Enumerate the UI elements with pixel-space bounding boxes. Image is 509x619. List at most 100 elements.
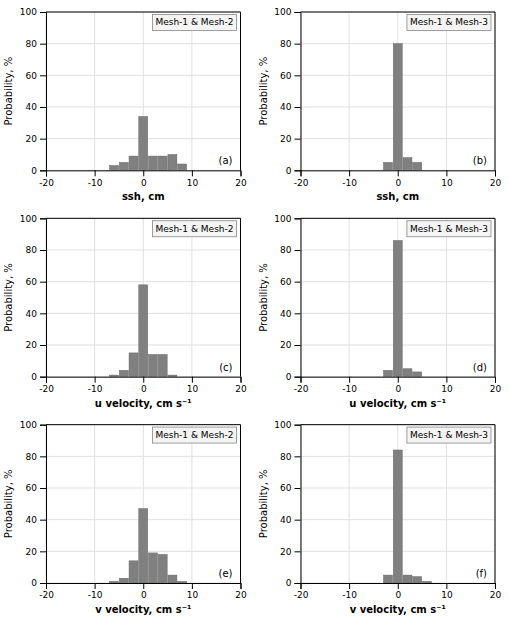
axis: -20-1001020: [39, 170, 247, 187]
tick-mark: [40, 75, 46, 76]
annotation-frame: [152, 427, 236, 443]
bar: [129, 561, 138, 583]
tick-label: -20: [294, 590, 309, 600]
grid-line: [349, 12, 350, 170]
tick: 40: [26, 309, 46, 319]
tick: 0: [395, 377, 401, 394]
tick-label: 100: [274, 214, 291, 224]
bar: [149, 553, 158, 583]
axis-line: [295, 13, 302, 171]
grid-line: [446, 425, 447, 583]
grid-line: [46, 456, 241, 457]
grid-line: [240, 12, 241, 170]
tick: 20: [26, 340, 46, 350]
frame-line: [495, 425, 496, 583]
tick: -10: [88, 170, 103, 187]
tick-label: 60: [26, 483, 38, 493]
bar: [393, 241, 402, 377]
grid: [301, 218, 496, 376]
axis: -20-1001020: [294, 583, 502, 600]
tick-label: 60: [26, 71, 38, 81]
axis: -20-1001020: [294, 170, 502, 187]
bar: [422, 581, 431, 583]
tick-label: 40: [26, 102, 38, 112]
tick: 100: [20, 420, 46, 430]
tick-label: 0: [286, 578, 292, 588]
tick: 60: [26, 71, 46, 81]
tick-label: 80: [280, 245, 292, 255]
tick: 80: [280, 245, 300, 255]
tick-mark: [295, 107, 301, 108]
tick: 80: [26, 245, 46, 255]
y-axis-title: Probability, %: [258, 263, 269, 332]
tick-label: 20: [26, 134, 38, 144]
axis: -20-1001020: [294, 377, 502, 394]
axis-line: [47, 377, 242, 383]
x-axis-title: u velocity, cm s⁻¹: [349, 398, 446, 409]
tick-mark: [40, 425, 46, 426]
tick-mark: [295, 551, 301, 552]
grid-line: [46, 75, 241, 76]
panel: -20-1001020020406080100v velocity, cm s⁻…: [258, 420, 502, 615]
tick-mark: [295, 488, 301, 489]
bar: [168, 375, 177, 377]
tick: -20: [294, 170, 309, 187]
tick-label: 10: [187, 384, 199, 394]
tick-label: 100: [274, 7, 291, 17]
tick-mark: [295, 377, 301, 378]
tick-mark: [40, 139, 46, 140]
tick-mark: [95, 377, 96, 383]
tick: -10: [88, 583, 103, 600]
tick-mark: [192, 583, 193, 589]
bar: [90, 170, 99, 171]
tick: 20: [490, 170, 502, 187]
tick: -20: [39, 377, 54, 394]
y-axis-title: Probability, %: [258, 469, 269, 538]
tick: 0: [286, 372, 301, 382]
tick-label: 80: [26, 245, 38, 255]
grid-line: [191, 425, 192, 583]
tick-label: 20: [280, 134, 292, 144]
annotation-box: Mesh-1 & Mesh-2: [152, 14, 236, 30]
tick-mark: [40, 377, 46, 378]
tick-label: 20: [26, 547, 38, 557]
tick-label: 10: [441, 384, 453, 394]
axis: 020406080100: [274, 7, 301, 175]
tick-mark: [295, 12, 301, 13]
bar: [110, 375, 119, 377]
frame-line: [46, 424, 241, 425]
tick-label: 0: [31, 166, 37, 176]
tick-label: 80: [26, 39, 38, 49]
tick-label: -10: [88, 384, 103, 394]
tick: 20: [235, 170, 247, 187]
x-axis-title: ssh, cm: [122, 191, 165, 202]
tick-label: 0: [31, 578, 37, 588]
tick-mark: [349, 377, 350, 383]
tick: 0: [286, 166, 301, 176]
tick-label: -10: [342, 384, 357, 394]
annotation: Mesh-1 & Mesh-3: [410, 17, 488, 27]
axis-line: [47, 171, 242, 177]
tick-mark: [398, 170, 399, 176]
tick-mark: [398, 583, 399, 589]
annotation: (f): [476, 568, 487, 579]
tick: 20: [490, 583, 502, 600]
axis: 020406080100: [20, 7, 47, 175]
annotation-frame: [407, 427, 491, 443]
annotation-box: Mesh-1 & Mesh-2: [152, 427, 236, 443]
annotation-frame: [407, 221, 491, 237]
tick-mark: [295, 425, 301, 426]
tick-label: 40: [280, 309, 292, 319]
bars: [110, 509, 187, 583]
tick-label: 20: [235, 590, 247, 600]
x-axis-title: v velocity, cm s⁻¹: [350, 604, 446, 615]
axis-line: [40, 425, 47, 583]
tick: 20: [26, 547, 46, 557]
bars: [110, 117, 187, 171]
bar: [374, 583, 383, 584]
axis: 020406080100: [20, 214, 47, 382]
tick-label: 40: [26, 309, 38, 319]
tick-mark: [40, 345, 46, 346]
grid-line: [301, 424, 496, 425]
tick: 0: [141, 583, 147, 600]
